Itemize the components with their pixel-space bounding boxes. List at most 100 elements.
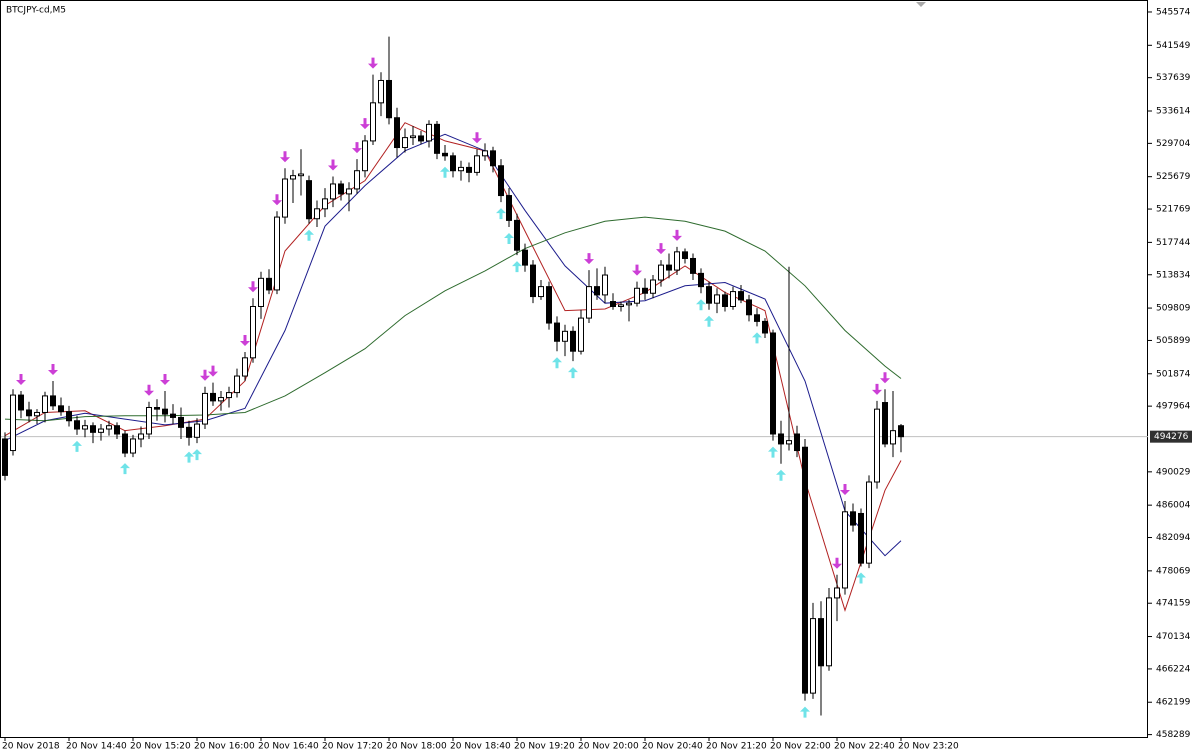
up-arrow <box>72 440 82 452</box>
x-tick-label: 20 Nov 22:40 <box>834 742 895 752</box>
candle-body-up <box>786 440 792 445</box>
candle-body-down <box>706 286 712 304</box>
down-arrow <box>16 373 26 385</box>
down-arrow <box>632 264 642 276</box>
y-tick-label: 462199 <box>1156 698 1191 708</box>
candle-body-up <box>354 170 360 190</box>
up-arrow <box>496 208 506 220</box>
candle-body-up <box>194 423 200 438</box>
candle-body-down <box>554 322 560 342</box>
candle-body-down <box>570 330 576 352</box>
y-tick-label: 501874 <box>1156 369 1191 379</box>
x-tick-label: 20 Nov 15:20 <box>130 742 191 752</box>
x-tick-label: 20 Nov 18:40 <box>450 742 511 752</box>
candle-body-down <box>530 264 536 298</box>
down-arrow <box>656 243 666 255</box>
candle-body-down <box>754 314 760 322</box>
candle-body-down <box>490 150 496 167</box>
x-tick-label: 20 Nov 14:40 <box>66 742 127 752</box>
y-tick-label: 458289 <box>1156 730 1191 740</box>
y-tick-label: 466224 <box>1156 664 1191 674</box>
y-tick-label: 478069 <box>1156 566 1191 576</box>
candle-body-down <box>882 402 888 445</box>
x-tick-label: 20 Nov 19:20 <box>514 742 575 752</box>
candle-body-down <box>154 406 160 410</box>
candle-body-up <box>634 287 640 304</box>
y-tick-label: 517744 <box>1156 238 1191 248</box>
chart-title: BTCJPY-cd,M5 <box>6 6 66 16</box>
candle-body-up <box>362 140 368 172</box>
candle-body-down <box>594 286 600 296</box>
candle-body-down <box>50 395 56 407</box>
down-arrow <box>328 159 338 171</box>
up-arrow <box>184 451 194 463</box>
y-tick-label: 545574 <box>1156 7 1191 17</box>
candle-body-up <box>538 286 544 298</box>
candle-body-down <box>122 433 128 454</box>
candle-body-up <box>250 305 256 359</box>
candle-body-down <box>506 195 512 221</box>
candle-body-up <box>410 135 416 139</box>
candle-body-up <box>474 155 480 173</box>
candle-body-up <box>106 425 112 430</box>
y-tick-label: 482094 <box>1156 533 1191 543</box>
candle-body-up <box>138 433 144 440</box>
candle-body-down <box>306 180 312 220</box>
up-arrow <box>552 357 562 369</box>
down-arrow <box>472 132 482 144</box>
candle-body-down <box>802 446 808 694</box>
candle-body-down <box>162 408 168 415</box>
candle-body-down <box>210 392 216 402</box>
candle-body-up <box>890 430 896 445</box>
candle-body-up <box>562 330 568 342</box>
candle-body-down <box>522 249 528 266</box>
candle-body-down <box>450 155 456 172</box>
current-price-box <box>1150 430 1192 443</box>
y-tick-label: 490029 <box>1156 467 1191 477</box>
x-tick-label: 20 Nov 20:40 <box>642 742 703 752</box>
down-arrow <box>160 373 170 385</box>
y-tick-label: 513834 <box>1156 270 1191 280</box>
candle-body-down <box>114 425 120 435</box>
candle-body-down <box>738 291 744 301</box>
candle-body-down <box>850 511 856 526</box>
candle-body-down <box>514 219 520 251</box>
down-arrow <box>272 194 282 206</box>
candle-body-up <box>618 304 624 307</box>
candle-body-up <box>714 294 720 304</box>
down-arrow <box>840 484 850 496</box>
y-tick-label: 541549 <box>1156 41 1191 51</box>
x-tick-label: 20 Nov 22:00 <box>770 742 831 752</box>
down-arrow <box>248 281 258 293</box>
candle-body-up <box>322 198 328 210</box>
y-tick-label: 505899 <box>1156 336 1191 346</box>
candle-body-down <box>666 264 672 271</box>
down-arrow <box>240 335 250 347</box>
y-tick-label: 533614 <box>1156 106 1191 116</box>
candle-body-up <box>226 392 232 399</box>
candle-body-up <box>658 264 664 281</box>
up-arrow <box>512 261 522 273</box>
down-arrow <box>832 557 842 569</box>
down-arrow <box>368 57 378 69</box>
candle-body-up <box>234 375 240 394</box>
candle-body-down <box>778 433 784 445</box>
candle-body-down <box>770 332 776 435</box>
candle-body-down <box>858 512 864 564</box>
y-tick-label: 521769 <box>1156 205 1191 215</box>
candle-body-up <box>586 286 592 319</box>
candle-body-down <box>178 416 184 428</box>
candle-body-up <box>866 481 872 564</box>
down-arrow <box>360 118 370 130</box>
candle-body-up <box>130 438 136 454</box>
y-tick-label: 474159 <box>1156 599 1191 609</box>
candle-body-up <box>218 397 224 402</box>
x-tick-label: 20 Nov 16:00 <box>194 742 255 752</box>
candle-body-down <box>682 251 688 259</box>
y-tick-label: 497964 <box>1156 402 1191 412</box>
candle-body-up <box>674 251 680 271</box>
down-arrow <box>584 253 594 265</box>
candle-body-up <box>346 188 352 195</box>
candle-body-up <box>370 102 376 142</box>
candle-body-down <box>58 405 64 413</box>
